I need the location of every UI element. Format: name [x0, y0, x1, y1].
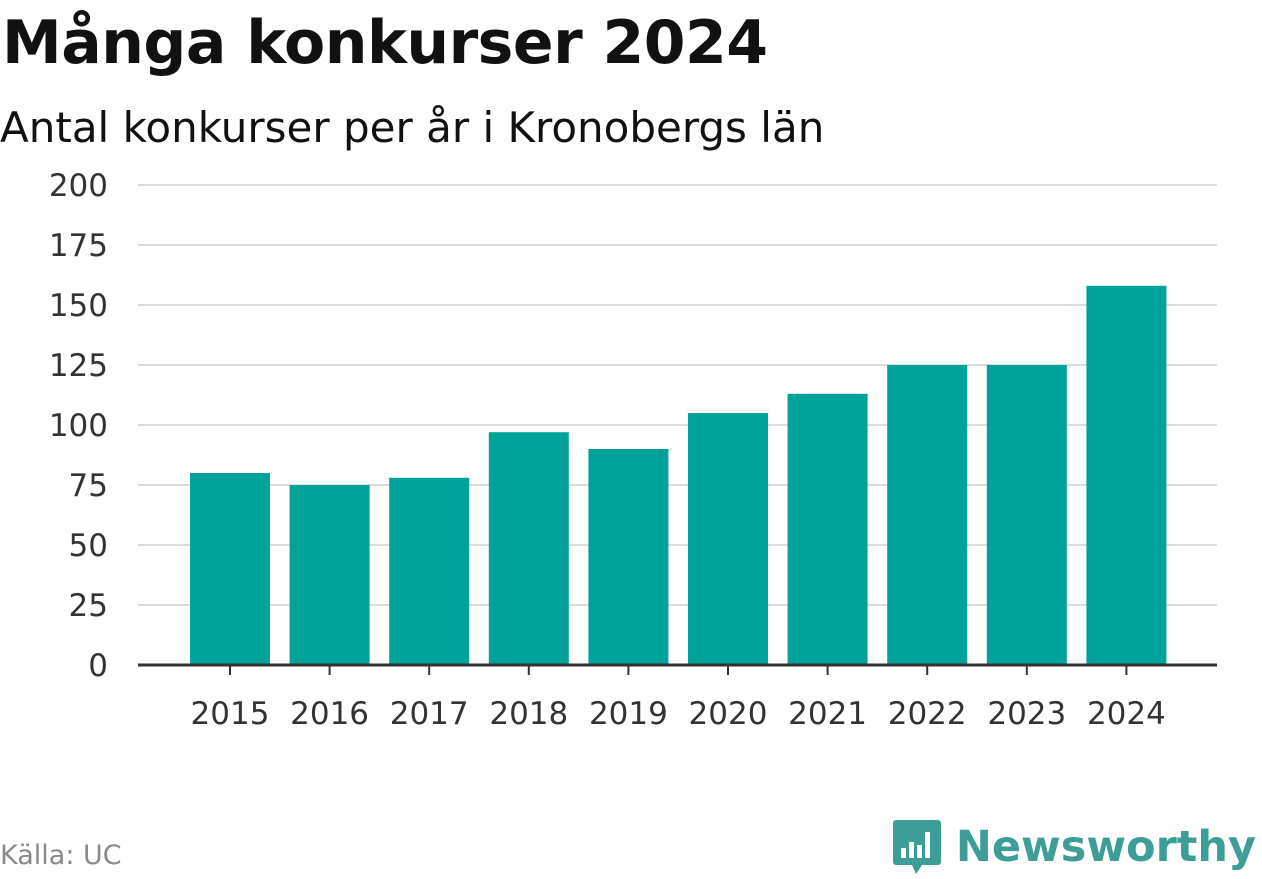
bar-2018: [488, 432, 569, 665]
y-tick-label: 175: [49, 228, 108, 264]
y-tick-label: 125: [49, 348, 108, 384]
bar-2019: [588, 449, 669, 665]
x-axis-ticks: 2015 2016 2017 2018 2019 2020 2021 2022 2023 2024: [191, 696, 1166, 732]
bar-2016: [289, 485, 370, 665]
y-tick-label: 50: [69, 528, 108, 564]
bar-2015: [190, 473, 270, 665]
bar-2021: [787, 393, 868, 665]
x-tick-label: 2016: [290, 696, 369, 732]
y-tick-label: 150: [49, 288, 108, 324]
x-tick-label: 2024: [1087, 696, 1166, 732]
x-tick-label: 2020: [689, 696, 768, 732]
bars: [190, 285, 1167, 665]
x-tick-label: 2022: [888, 696, 967, 732]
y-tick-label: 200: [49, 168, 108, 204]
x-tick-label: 2021: [788, 696, 867, 732]
chart-subtitle: Antal konkurser per år i Kronobergs län: [0, 103, 825, 152]
bar-2024: [1086, 285, 1167, 665]
bar-2022: [887, 365, 968, 665]
x-axis: [138, 663, 1217, 675]
y-tick-label: 100: [49, 408, 108, 444]
bar-2017: [389, 477, 470, 665]
x-tick-label: 2023: [987, 696, 1066, 732]
chart-title: Många konkurser 2024: [2, 8, 768, 78]
brand-logo: Newsworthy: [892, 818, 1256, 876]
x-tick-label: 2015: [191, 696, 270, 732]
x-tick-label: 2018: [489, 696, 568, 732]
bar-2023: [986, 365, 1067, 665]
y-tick-label: 0: [88, 648, 108, 684]
bar-2020: [688, 413, 768, 665]
newsworthy-logo-icon: [892, 820, 941, 874]
source-label: Källa: UC: [0, 840, 122, 871]
y-axis-ticks: 0 25 50 75 100 125 150 175 200: [49, 168, 108, 684]
y-tick-label: 75: [69, 468, 108, 504]
x-tick-label: 2019: [589, 696, 668, 732]
brand-name: Newsworthy: [955, 822, 1256, 872]
x-tick-label: 2017: [390, 696, 469, 732]
y-tick-label: 25: [69, 588, 108, 624]
